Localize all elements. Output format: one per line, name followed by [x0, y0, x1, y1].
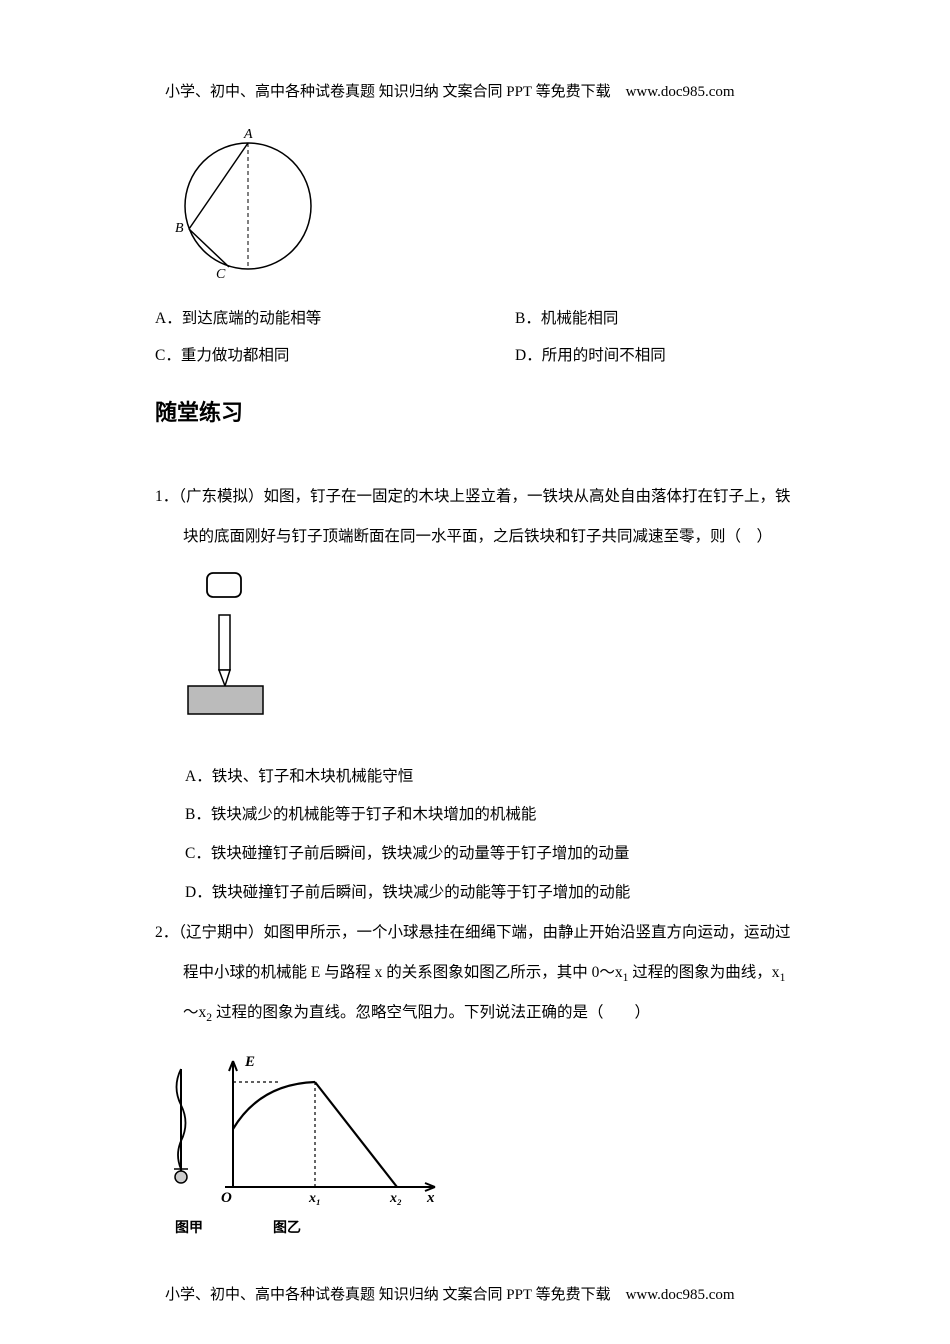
- q1-option-D: D．铁块碰撞钉子前后瞬间，铁块减少的动能等于钉子增加的动能: [185, 874, 800, 913]
- nail-diagram: [185, 568, 800, 728]
- graph-labels: 图甲 图乙: [165, 1217, 800, 1237]
- svg-text:B: B: [175, 221, 184, 236]
- circle-diagram: A B C: [155, 126, 800, 286]
- question-2: 2．（辽宁期中）如图甲所示，一个小球悬挂在细绳下端，由静止开始沿竖直方向运动，运…: [155, 913, 800, 1034]
- svg-text:x: x: [426, 1190, 435, 1206]
- option-D: D．所用的时间不相同: [515, 343, 800, 365]
- label-jia: 图甲: [175, 1217, 203, 1237]
- svg-text:C: C: [216, 267, 226, 281]
- q1-option-B: B．铁块减少的机械能等于钉子和木块增加的机械能: [185, 796, 800, 835]
- question-1: 1．（广东模拟）如图，钉子在一固定的木块上竖立着，一铁块从高处自由落体打在钉子上…: [155, 477, 800, 558]
- graph-diagram: E O x₁ x₂ x 图甲 图乙: [165, 1049, 800, 1237]
- section-title: 随堂练习: [155, 395, 800, 427]
- svg-text:O: O: [221, 1190, 232, 1206]
- q1-option-A: A．铁块、钉子和木块机械能守恒: [185, 758, 800, 797]
- svg-text:E: E: [244, 1054, 255, 1070]
- page-footer: 小学、初中、高中各种试卷真题 知识归纳 文案合同 PPT 等免费下载 www.d…: [165, 1283, 735, 1304]
- label-yi: 图乙: [273, 1217, 301, 1237]
- q0-options-row1: A．到达底端的动能相等 B．机械能相同: [155, 306, 800, 328]
- svg-text:x₂: x₂: [389, 1191, 402, 1206]
- page-header: 小学、初中、高中各种试卷真题 知识归纳 文案合同 PPT 等免费下载 www.d…: [155, 80, 800, 101]
- svg-text:x₁: x₁: [308, 1191, 321, 1206]
- q2-text: 2．（辽宁期中）如图甲所示，一个小球悬挂在细绳下端，由静止开始沿竖直方向运动，运…: [155, 913, 800, 1034]
- q1-option-C: C．铁块碰撞钉子前后瞬间，铁块减少的动量等于钉子增加的动量: [185, 835, 800, 874]
- q0-options-row2: C．重力做功都相同 D．所用的时间不相同: [155, 343, 800, 365]
- option-B: B．机械能相同: [515, 306, 800, 328]
- svg-text:A: A: [243, 127, 253, 142]
- option-A: A．到达底端的动能相等: [155, 306, 515, 328]
- option-C: C．重力做功都相同: [155, 343, 515, 365]
- q1-answers: A．铁块、钉子和木块机械能守恒 B．铁块减少的机械能等于钉子和木块增加的机械能 …: [155, 758, 800, 913]
- q1-text: 1．（广东模拟）如图，钉子在一固定的木块上竖立着，一铁块从高处自由落体打在钉子上…: [155, 477, 800, 558]
